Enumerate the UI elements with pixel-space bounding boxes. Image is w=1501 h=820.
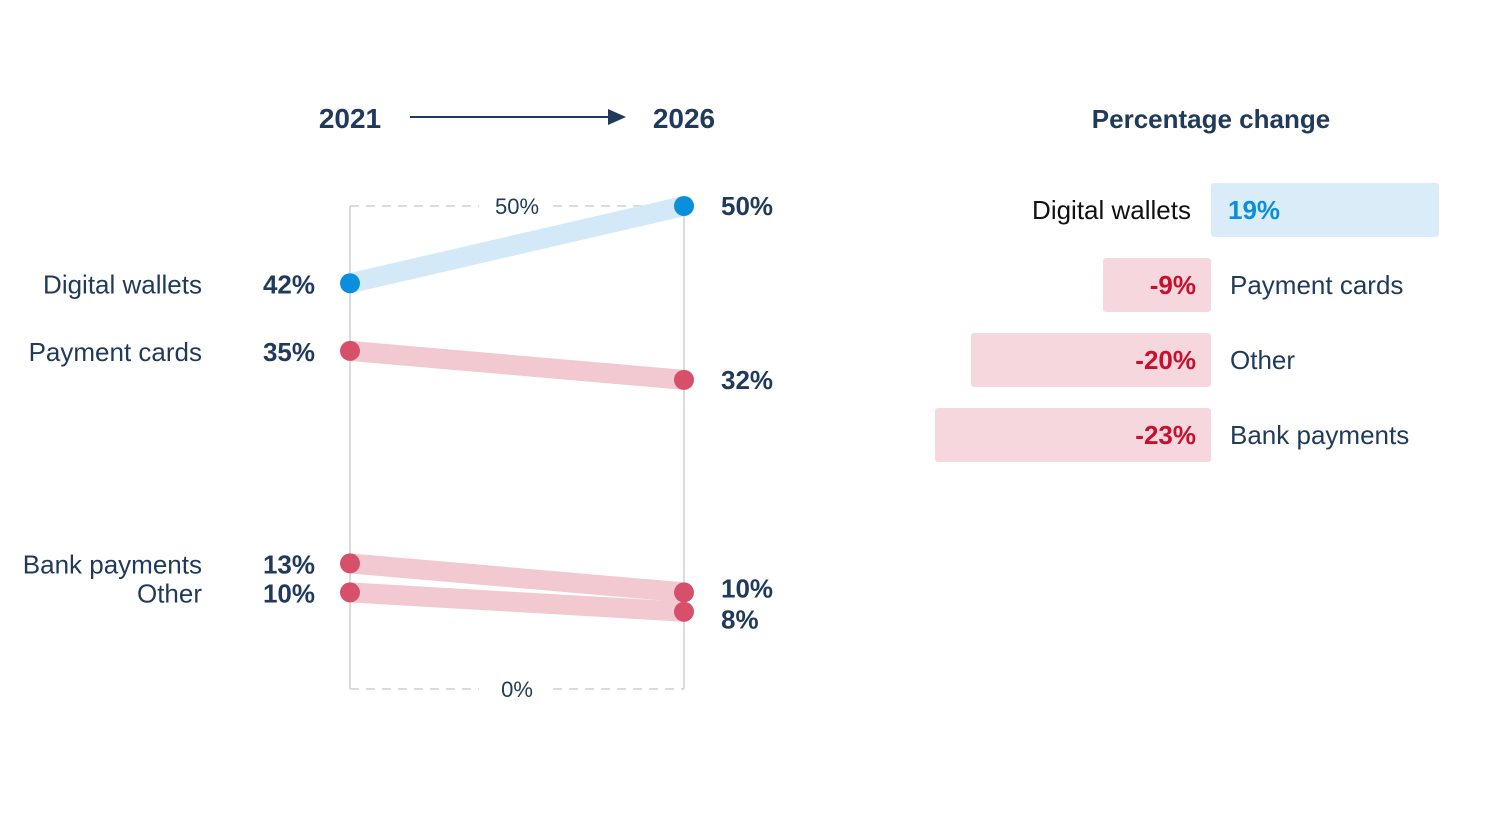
slope-lines <box>347 196 687 622</box>
start-value-bank-payments: 13% <box>263 549 315 579</box>
arrow-right-icon <box>608 109 626 125</box>
end-value-other: 8% <box>721 605 759 635</box>
end-year-label: 2026 <box>653 103 715 134</box>
start-value-payment-cards: 35% <box>263 337 315 367</box>
slope-dots <box>340 196 694 622</box>
bar-category-payment-cards: Payment cards <box>1230 270 1403 300</box>
slope-line-bank-payments <box>349 553 685 603</box>
start-dot-other <box>340 582 360 603</box>
end-dot-other <box>674 601 694 622</box>
bar-category-bank-payments: Bank payments <box>1230 420 1409 450</box>
bar-value-bank-payments: -23% <box>1135 420 1196 450</box>
category-label-payment-cards: Payment cards <box>29 337 202 367</box>
end-dot-digital-wallets <box>674 196 694 216</box>
percentage-change-title: Percentage change <box>1092 104 1330 134</box>
category-label-digital-wallets: Digital wallets <box>43 269 202 299</box>
bar-other <box>971 333 1211 387</box>
bar-bank-payments <box>935 408 1211 462</box>
end-dot-bank-payments <box>674 582 694 603</box>
bar-value-payment-cards: -9% <box>1150 270 1196 300</box>
bar-value-other: -20% <box>1135 345 1196 375</box>
start-value-other: 10% <box>263 578 315 608</box>
percentage-change-bars: 19% Digital wallets -9% Payment cards -20% Ot… <box>935 183 1439 462</box>
end-value-digital-wallets: 50% <box>721 191 773 221</box>
end-value-bank-payments: 10% <box>721 573 773 603</box>
slope-labels: Digital wallets 42% 50% Payment cards 35% 32%… <box>23 191 773 635</box>
slope-line-digital-wallets <box>347 196 687 294</box>
start-dot-payment-cards <box>340 340 360 361</box>
y-tick-label: 0% <box>501 677 533 702</box>
start-dot-bank-payments <box>340 553 360 574</box>
slope-line-other <box>349 582 685 622</box>
y-tick-label: 50% <box>495 194 539 219</box>
bar-value-digital-wallets: 19% <box>1228 195 1280 225</box>
bar-payment-cards <box>1103 258 1211 312</box>
end-dot-payment-cards <box>674 369 694 390</box>
end-value-payment-cards: 32% <box>721 365 773 395</box>
start-dot-digital-wallets <box>340 273 360 294</box>
bar-category-other: Other <box>1230 345 1295 375</box>
slope-line-payment-cards <box>349 340 685 390</box>
bar-category-digital-wallets: Digital wallets <box>1032 195 1191 225</box>
bar-digital-wallets <box>1211 183 1439 237</box>
category-label-bank-payments: Bank payments <box>23 549 202 579</box>
start-year-label: 2021 <box>319 103 381 134</box>
category-label-other: Other <box>137 578 202 608</box>
start-value-digital-wallets: 42% <box>263 269 315 299</box>
